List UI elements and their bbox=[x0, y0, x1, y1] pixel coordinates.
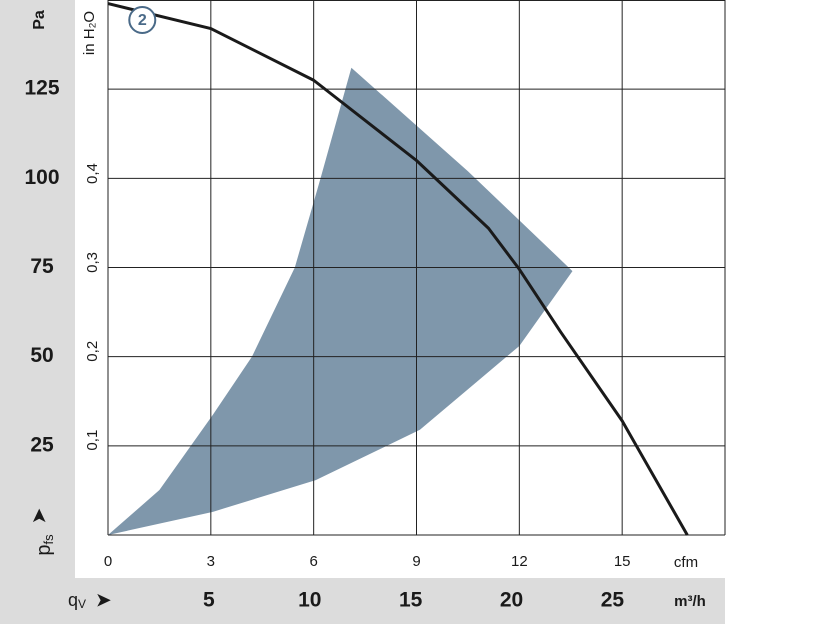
operating-area bbox=[108, 67, 573, 536]
x-tick-label: 15 bbox=[614, 553, 631, 570]
x-tick-label: 3 bbox=[207, 553, 215, 570]
x-label-main: q bbox=[68, 590, 78, 610]
y-tick-label: 100 bbox=[24, 166, 59, 189]
y-label-sub: fs bbox=[41, 534, 56, 545]
x2-tick-label: 20 bbox=[500, 589, 523, 612]
y-tick-label: 75 bbox=[30, 255, 54, 278]
x-tick-label: 6 bbox=[309, 553, 317, 570]
annotation: 2 bbox=[138, 12, 147, 29]
left-band bbox=[0, 0, 75, 624]
fan-curve bbox=[107, 2, 689, 536]
x2-tick-label: 15 bbox=[399, 589, 423, 612]
x-label-sub: V bbox=[78, 597, 86, 611]
x2-tick-label: 10 bbox=[298, 589, 321, 612]
x-unit: cfm bbox=[674, 554, 698, 571]
x-tick-label: 12 bbox=[511, 553, 528, 570]
bottom-band bbox=[75, 578, 725, 624]
x-tick-label: 0 bbox=[104, 553, 112, 570]
x-tick-label: 9 bbox=[412, 553, 420, 570]
x2-tick-label: 25 bbox=[601, 589, 625, 612]
y-label-main: p bbox=[33, 545, 55, 556]
annotation-circle bbox=[128, 5, 157, 34]
y2-tick-label: 0,4 bbox=[84, 163, 101, 184]
y-tick-label: 125 bbox=[24, 77, 59, 100]
x-arrow: ➤ bbox=[95, 589, 112, 611]
x-label: qV bbox=[68, 590, 86, 611]
y2-tick-label: 0,1 bbox=[84, 430, 101, 451]
y-label: pfs bbox=[33, 534, 56, 556]
y2-unit: in H₂O bbox=[81, 11, 98, 55]
y2-tick-label: 0,2 bbox=[84, 341, 101, 362]
x2-unit: m³/h bbox=[674, 593, 706, 610]
y-unit: Pa bbox=[31, 10, 48, 30]
y-arrow: ➤ bbox=[28, 508, 50, 525]
y-tick-label: 25 bbox=[30, 433, 54, 456]
y2-tick-label: 0,3 bbox=[84, 252, 101, 273]
y-tick-label: 50 bbox=[30, 344, 53, 367]
x2-tick-label: 5 bbox=[203, 589, 215, 612]
